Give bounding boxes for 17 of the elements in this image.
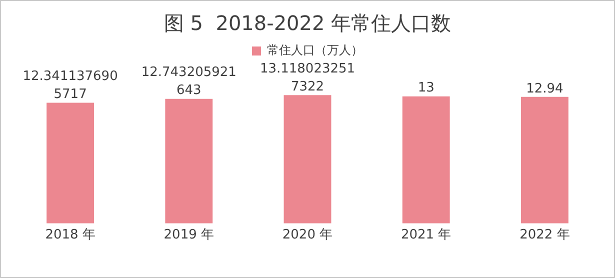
bar: [284, 95, 332, 224]
data-label: 12.743205921 643: [141, 65, 236, 98]
data-label: 13.118023251 7322: [260, 62, 356, 95]
bar: [165, 98, 213, 224]
x-tick-label: 2019 年: [164, 228, 214, 243]
x-tick-label: 2020 年: [282, 228, 333, 243]
legend-label: 常住人口（万人）: [267, 43, 363, 58]
bar: [402, 96, 450, 224]
bar: [520, 96, 568, 224]
x-tick-label: 2022 年: [520, 228, 570, 243]
chart-title: 图 5 2018-2022 年常住人口数: [164, 11, 452, 36]
x-tick-label: 2018 年: [45, 228, 96, 243]
x-tick-label: 2021 年: [400, 228, 452, 243]
bar: [46, 102, 94, 224]
data-label: 12.94: [526, 81, 564, 96]
data-label: 12.341137690 5717: [22, 69, 118, 102]
data-label: 13: [418, 80, 434, 96]
